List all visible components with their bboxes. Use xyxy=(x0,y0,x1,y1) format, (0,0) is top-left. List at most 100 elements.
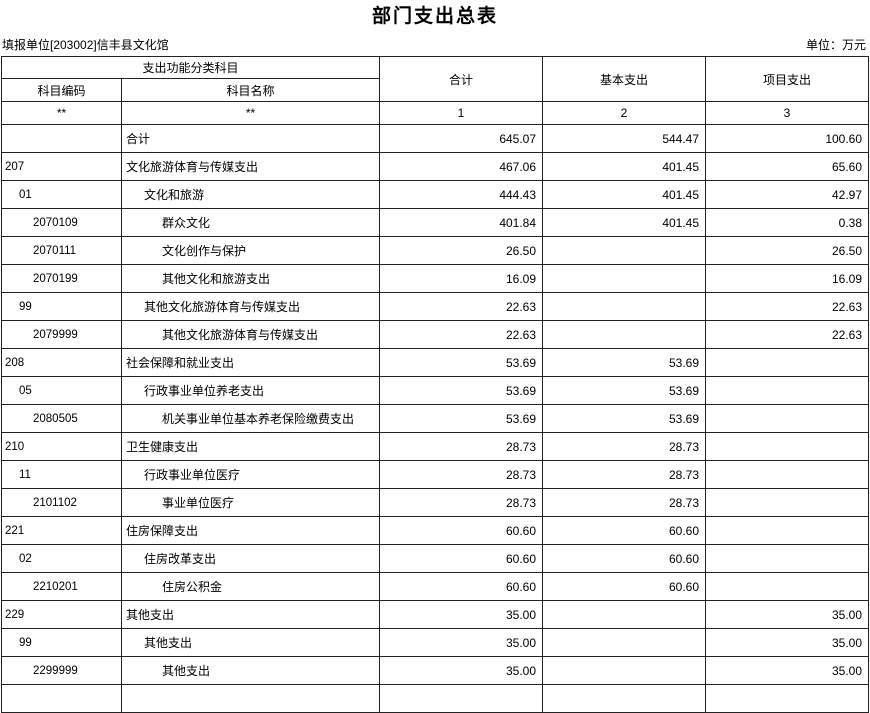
header-subject-code: 科目编码 xyxy=(1,78,122,102)
row-basic-cell: 60.60 xyxy=(542,544,707,573)
row-basic-cell: 401.45 xyxy=(542,152,707,181)
row-total: 60.60 xyxy=(505,523,537,538)
row-total-cell: 444.43 xyxy=(379,180,544,209)
row-subject-name-cell: 合计 xyxy=(120,124,381,153)
row-total: 645.07 xyxy=(499,131,537,146)
row-total-cell: 60.60 xyxy=(379,516,544,545)
row-subject-name: 文化和旅游 xyxy=(144,188,205,202)
row-subject-name: 合计 xyxy=(126,132,151,146)
row-basic: 60.60 xyxy=(668,551,700,566)
row-subject-code-cell xyxy=(1,124,122,153)
row-subject-name-cell: 文化创作与保护 xyxy=(120,236,381,265)
row-subject-name-cell: 住房改革支出 xyxy=(120,544,381,573)
row-basic: 28.73 xyxy=(668,439,700,454)
row-subject-name: 事业单位医疗 xyxy=(162,496,235,510)
table-row: 2299999 其他支出 35.00 35.00 xyxy=(1,656,870,685)
row-subject-name: 住房改革支出 xyxy=(144,552,217,566)
row-subject-name-cell: 行政事业单位养老支出 xyxy=(120,376,381,405)
row-total-cell: 60.60 xyxy=(379,544,544,573)
row-total: 22.63 xyxy=(505,327,537,342)
row-subject-code-cell: 05 xyxy=(1,376,122,405)
row-subject-name-cell: 其他支出 xyxy=(120,600,381,629)
row-subject-code-cell: 02 xyxy=(1,544,122,573)
row-total-cell xyxy=(379,684,544,713)
row-basic-cell xyxy=(542,656,707,685)
colnum-project: 3 xyxy=(705,101,870,125)
row-subject-code: 2299999 xyxy=(33,664,78,677)
row-basic-cell: 60.60 xyxy=(542,516,707,545)
row-total-cell: 26.50 xyxy=(379,236,544,265)
row-project-cell xyxy=(705,432,870,461)
row-total: 16.09 xyxy=(505,271,537,286)
row-basic: 401.45 xyxy=(662,187,700,202)
row-total-cell: 28.73 xyxy=(379,488,544,517)
row-subject-name: 其他支出 xyxy=(126,608,175,622)
table-row: 2210201 住房公积金 60.60 60.60 xyxy=(1,572,870,601)
row-subject-code: 229 xyxy=(5,608,25,621)
row-subject-name: 其他文化旅游体育与传媒支出 xyxy=(144,300,301,314)
row-basic-cell: 544.47 xyxy=(542,124,707,153)
row-subject-code-cell: 01 xyxy=(1,180,122,209)
row-basic-cell xyxy=(542,264,707,293)
row-subject-code-cell xyxy=(1,684,122,713)
row-subject-name-cell: 事业单位医疗 xyxy=(120,488,381,517)
row-subject-code: 208 xyxy=(5,356,25,369)
row-subject-name-cell: 其他文化旅游体育与传媒支出 xyxy=(120,320,381,349)
row-total-cell: 28.73 xyxy=(379,432,544,461)
row-subject-name: 其他支出 xyxy=(144,636,193,650)
row-subject-code: 99 xyxy=(19,636,32,649)
row-subject-name: 机关事业单位基本养老保险缴费支出 xyxy=(162,412,355,426)
row-project: 22.63 xyxy=(831,299,863,314)
row-subject-code: 2070109 xyxy=(33,216,78,229)
table-row: 2101102 事业单位医疗 28.73 28.73 xyxy=(1,488,870,517)
row-subject-code: 221 xyxy=(5,524,25,537)
row-subject-code-cell: 99 xyxy=(1,292,122,321)
row-subject-code: 2210201 xyxy=(33,580,78,593)
row-subject-name-cell: 社会保障和就业支出 xyxy=(120,348,381,377)
row-project-cell: 0.38 xyxy=(705,208,870,237)
table-row: 221 住房保障支出 60.60 60.60 xyxy=(1,516,870,545)
row-project: 0.38 xyxy=(838,215,863,230)
row-total: 35.00 xyxy=(505,607,537,622)
row-project-cell xyxy=(705,516,870,545)
row-total-cell: 53.69 xyxy=(379,376,544,405)
row-project-cell xyxy=(705,544,870,573)
row-subject-code: 01 xyxy=(19,188,32,201)
table-row xyxy=(1,684,870,713)
row-basic: 53.69 xyxy=(668,411,700,426)
table-row: 01 文化和旅游 444.43 401.45 42.97 xyxy=(1,180,870,209)
row-project: 65.60 xyxy=(831,159,863,174)
row-subject-name: 住房公积金 xyxy=(162,580,223,594)
row-subject-name-cell: 群众文化 xyxy=(120,208,381,237)
table-row: 229 其他支出 35.00 35.00 xyxy=(1,600,870,629)
header-total: 合计 xyxy=(379,56,544,102)
row-basic-cell: 401.45 xyxy=(542,180,707,209)
row-project-cell: 100.60 xyxy=(705,124,870,153)
row-total: 35.00 xyxy=(505,635,537,650)
row-basic: 544.47 xyxy=(662,131,700,146)
table-row: 2070111 文化创作与保护 26.50 26.50 xyxy=(1,236,870,265)
row-subject-name: 其他文化旅游体育与传媒支出 xyxy=(162,328,319,342)
header-row-numbering: ** ** 1 2 3 xyxy=(1,101,870,125)
row-subject-name-cell: 机关事业单位基本养老保险缴费支出 xyxy=(120,404,381,433)
row-project-cell xyxy=(705,348,870,377)
table-row: 05 行政事业单位养老支出 53.69 53.69 xyxy=(1,376,870,405)
colnum-basic: 2 xyxy=(542,101,707,125)
row-subject-code: 2101102 xyxy=(33,496,77,509)
table-body: 合计 645.07 544.47 100.60 207 文化旅游体育与传媒支出 467.06… xyxy=(1,124,870,713)
row-subject-code-cell: 210 xyxy=(1,432,122,461)
row-project: 35.00 xyxy=(831,663,863,678)
row-basic-cell xyxy=(542,684,707,713)
table-row: 2070109 群众文化 401.84 401.45 0.38 xyxy=(1,208,870,237)
row-basic-cell xyxy=(542,320,707,349)
row-total: 28.73 xyxy=(505,467,537,482)
table-row: 207 文化旅游体育与传媒支出 467.06 401.45 65.60 xyxy=(1,152,870,181)
header-functional-category-group: 支出功能分类科目 xyxy=(0,56,381,79)
row-subject-code-cell: 2079999 xyxy=(1,320,122,349)
row-basic-cell: 53.69 xyxy=(542,348,707,377)
row-subject-name-cell xyxy=(120,684,381,713)
row-subject-code: 02 xyxy=(19,552,32,565)
row-subject-name: 社会保障和就业支出 xyxy=(126,356,235,370)
row-basic-cell xyxy=(542,600,707,629)
row-total: 60.60 xyxy=(505,551,537,566)
